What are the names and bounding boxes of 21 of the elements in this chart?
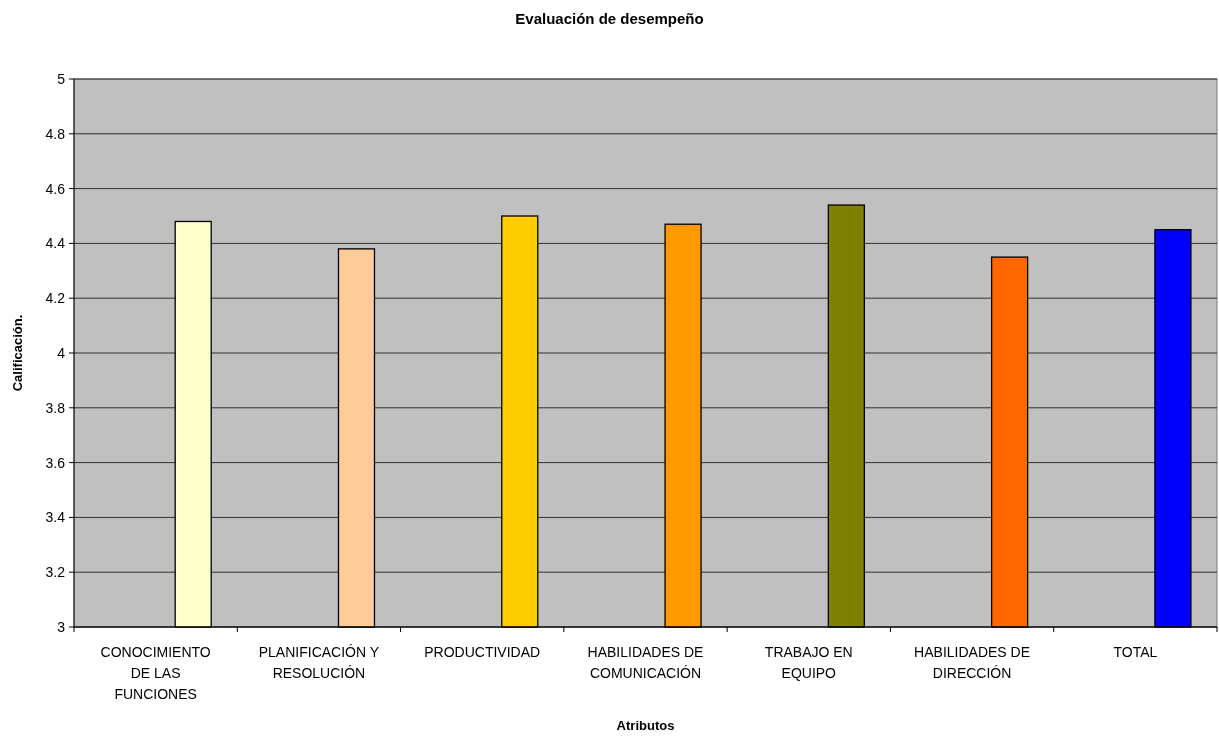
y-tick-label: 4: [57, 344, 66, 361]
x-tick-label: HABILIDADES DE COMUNICACIÓN: [587, 644, 704, 681]
y-tick-label: 3.2: [45, 564, 66, 581]
y-tick-label: 3.4: [45, 509, 66, 526]
x-axis-title: Atributos: [616, 718, 675, 733]
x-tick-label: TOTAL: [1113, 644, 1158, 660]
y-tick-label: 5: [57, 70, 66, 87]
y-tick-label: 3: [57, 618, 66, 635]
y-tick-label: 4.2: [45, 290, 66, 307]
x-tick-label: CONOCIMIENTO DE LAS FUNCIONES: [100, 644, 211, 702]
y-axis-title: Calificación.: [10, 314, 25, 392]
y-tick-label: 4.8: [45, 125, 66, 142]
x-tick-label: TRABAJO EN EQUIPO: [764, 644, 853, 681]
x-tick-label: PLANIFICACIÓN Y RESOLUCIÓN: [258, 644, 380, 681]
chart-title: Evaluación de desempeño: [515, 10, 704, 27]
y-tick-label: 4.4: [45, 235, 66, 252]
y-tick-label: 4.6: [45, 180, 66, 197]
y-tick-label: 3.8: [45, 399, 66, 416]
y-tick-label: 3.6: [45, 454, 66, 471]
x-tick-label: HABILIDADES DE DIRECCIÓN: [914, 644, 1031, 681]
x-tick-label: PRODUCTIVIDAD: [424, 644, 541, 660]
